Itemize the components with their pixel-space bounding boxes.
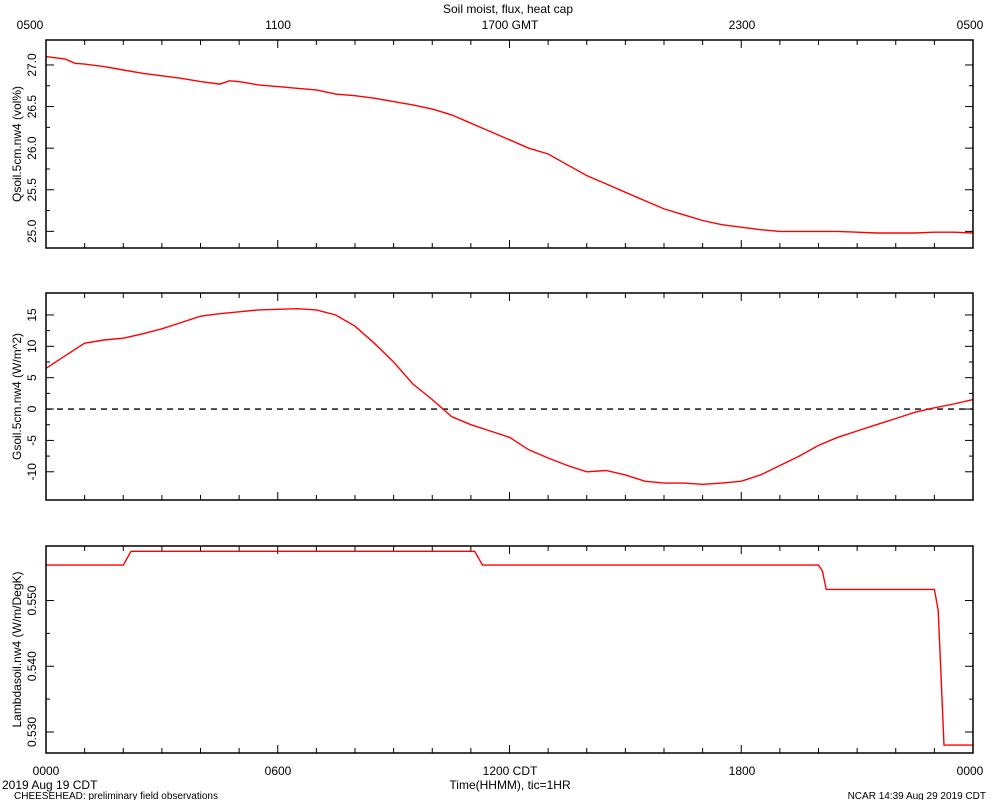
x-axis-label: Time(HHMM), tic=1HR — [449, 778, 571, 792]
top-tick-label: 0500 — [957, 18, 984, 32]
top-tick-label: 2300 — [729, 18, 756, 32]
y-tick-label: -5 — [25, 435, 39, 446]
bottom-tick-label: 1200 CDT — [483, 764, 538, 778]
plot-frame — [45, 545, 974, 754]
series-line — [45, 307, 974, 486]
y-tick-label: 25.5 — [25, 178, 39, 202]
series-line — [46, 550, 973, 746]
bottom-tick-label: 1800 — [729, 764, 756, 778]
y-tick-label: 0 — [25, 405, 39, 412]
series-line — [45, 55, 974, 234]
footer-right: NCAR 14:39 Aug 29 2019 CDT — [848, 791, 986, 800]
y-tick-label: 0.540 — [25, 651, 39, 681]
chart-title: Soil moist, flux, heat cap — [443, 2, 573, 16]
bottom-axis-tick-labels: 0000 0600 1200 CDT 1800 0000 — [33, 764, 984, 778]
plot-frame — [45, 39, 974, 249]
y-tick-label: 26.5 — [25, 95, 39, 119]
footer-date: 2019 Aug 19 CDT — [2, 778, 98, 792]
y-axis-label: Lambdasoil.nw4 (W/m/DegK) — [10, 571, 24, 727]
bottom-tick-label: 0600 — [265, 764, 292, 778]
y-tick-label: 26.0 — [25, 136, 39, 160]
y-tick-label: 0.530 — [25, 717, 39, 747]
footer-left: CHEESEHEAD: preliminary field observatio… — [14, 791, 218, 800]
top-axis-tick-labels: 0500 1100 1700 GMT 2300 0500 — [17, 18, 984, 32]
y-tick-label: 15 — [25, 308, 39, 322]
y-tick-label: 5 — [25, 374, 39, 381]
y-tick-label: 0.550 — [25, 585, 39, 615]
top-tick-label: 1100 — [265, 18, 291, 32]
y-axis-label: Qsoil.5cm.nw4 (vol%) — [10, 86, 24, 202]
bottom-tick-label: 0000 — [33, 764, 60, 778]
y-tick-label: 27.0 — [25, 53, 39, 77]
y-tick-label: -10 — [25, 463, 39, 481]
bottom-tick-label: 0000 — [957, 764, 984, 778]
y-tick-label: 10 — [25, 339, 39, 353]
plot-frame — [45, 292, 974, 501]
top-tick-label: 0500 — [17, 18, 44, 32]
y-tick-label: 25.0 — [25, 219, 39, 243]
y-axis-label: Gsoil.5cm.nw4 (W/m^2) — [10, 333, 24, 460]
top-tick-label: 1700 GMT — [482, 18, 539, 32]
